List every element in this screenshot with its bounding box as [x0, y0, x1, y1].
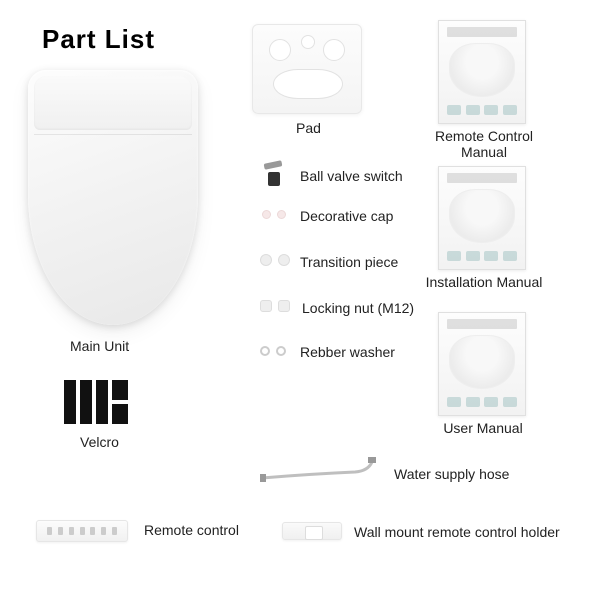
locking-nut-label: Locking nut (M12) [302, 300, 414, 316]
remote-control-manual-icon [438, 20, 526, 124]
user-manual-icon [438, 312, 526, 416]
rubber-washer-icon [260, 346, 286, 356]
pad-icon [252, 24, 362, 114]
velcro-icon [64, 380, 128, 424]
installation-manual-icon [438, 166, 526, 270]
decorative-cap-icon [262, 210, 286, 219]
locking-nut-icon [260, 300, 290, 312]
main-unit-label: Main Unit [70, 338, 129, 354]
user-manual-label: User Manual [442, 420, 524, 436]
page-title: Part List [42, 24, 155, 55]
remote-control-icon [36, 520, 128, 542]
transition-piece-label: Transition piece [300, 254, 398, 270]
remote-control-manual-label: Remote Control Manual [412, 128, 556, 160]
ball-valve-icon [264, 162, 284, 186]
velcro-label: Velcro [80, 434, 119, 450]
pad-label: Pad [296, 120, 321, 136]
transition-piece-icon [260, 254, 290, 266]
main-unit-icon [28, 70, 198, 325]
installation-manual-label: Installation Manual [422, 274, 546, 290]
rubber-washer-label: Rebber washer [300, 344, 395, 360]
remote-control-label: Remote control [144, 522, 239, 538]
ball-valve-label: Ball valve switch [300, 168, 403, 184]
decorative-cap-label: Decorative cap [300, 208, 393, 224]
wall-mount-holder-label: Wall mount remote control holder [354, 524, 560, 540]
water-hose-label: Water supply hose [394, 466, 509, 482]
water-hose-icon [260, 456, 380, 486]
wall-mount-holder-icon [282, 522, 342, 540]
